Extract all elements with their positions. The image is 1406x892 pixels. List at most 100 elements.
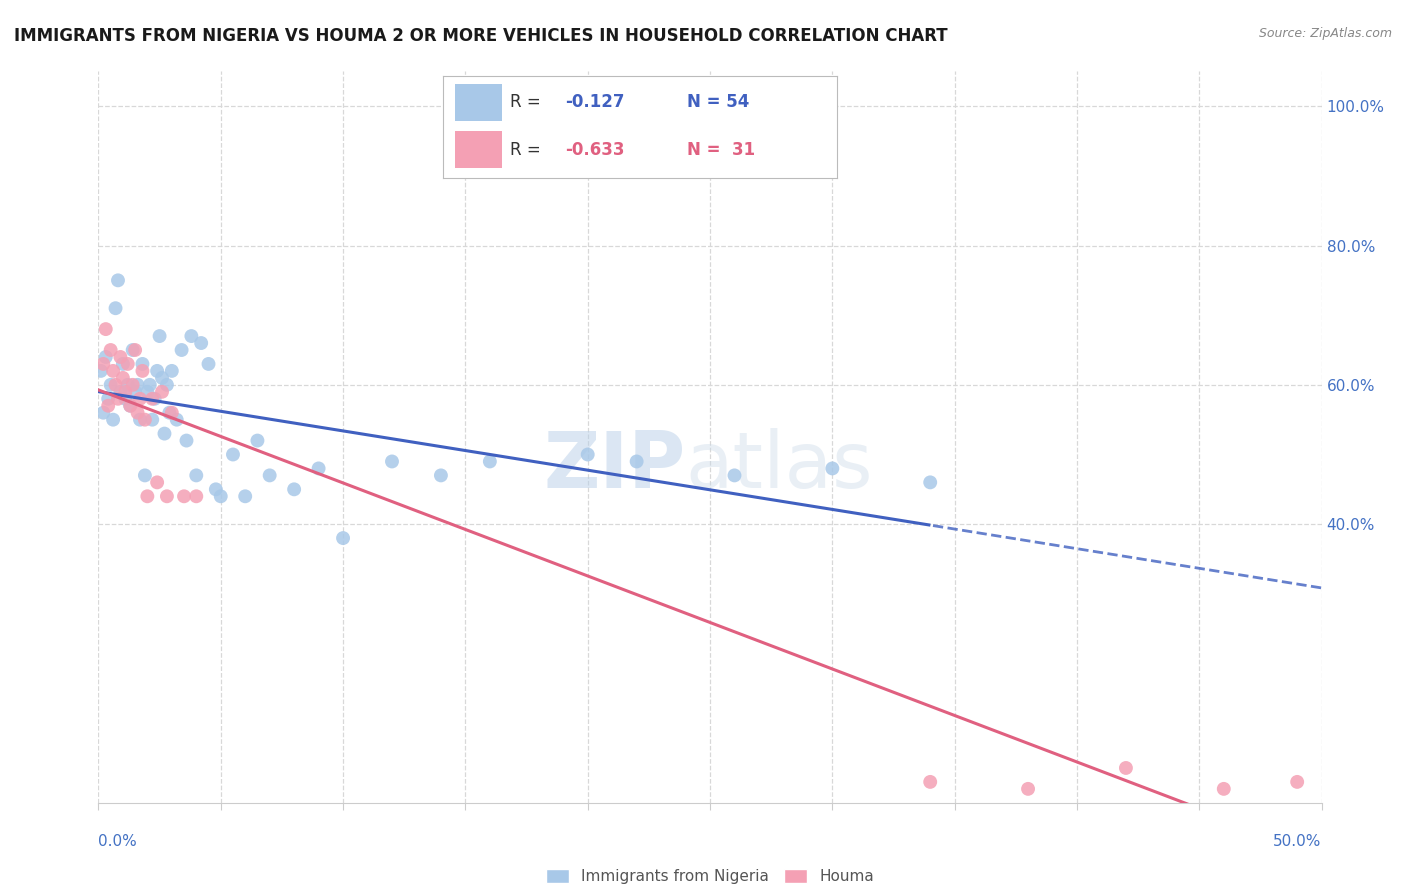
Point [101, 364, 124, 378]
Point [1017, 781, 1039, 796]
Point [101, 412, 124, 426]
Point [920, 775, 942, 789]
Point [157, 406, 180, 420]
Point [153, 426, 176, 441]
Point [104, 377, 127, 392]
Point [186, 489, 208, 503]
Point [576, 448, 599, 462]
Text: -0.633: -0.633 [565, 141, 624, 159]
Point [121, 377, 143, 392]
Point [107, 273, 129, 287]
Point [100, 343, 122, 357]
Point [173, 489, 195, 503]
Point [124, 343, 146, 357]
Point [149, 329, 172, 343]
Point [110, 350, 132, 364]
Point [120, 399, 142, 413]
Point [186, 468, 208, 483]
Point [1115, 761, 1137, 775]
Text: ZIP: ZIP [543, 428, 686, 504]
Text: Source: ZipAtlas.com: Source: ZipAtlas.com [1258, 27, 1392, 40]
Text: 50.0%: 50.0% [1274, 834, 1322, 849]
Point [146, 475, 169, 490]
Point [104, 301, 127, 316]
Point [94, 350, 117, 364]
Point [97, 392, 120, 406]
Point [332, 531, 354, 545]
Point [117, 357, 139, 371]
Point [259, 468, 281, 483]
Point [205, 483, 228, 497]
FancyBboxPatch shape [454, 131, 502, 168]
Point [97, 399, 120, 413]
Point [90, 364, 112, 378]
Text: atlas: atlas [686, 428, 873, 504]
FancyBboxPatch shape [454, 84, 502, 121]
Point [156, 489, 179, 503]
Point [209, 489, 232, 503]
Point [114, 384, 136, 399]
Point [107, 392, 129, 406]
Point [134, 412, 156, 426]
Point [190, 336, 212, 351]
Point [143, 392, 166, 406]
Point [110, 384, 132, 399]
Text: R =: R = [510, 94, 546, 112]
Point [139, 377, 162, 392]
Point [129, 392, 152, 406]
Point [91, 357, 114, 371]
Point [129, 412, 152, 426]
Point [821, 461, 844, 475]
Point [141, 392, 163, 406]
Point [117, 377, 139, 392]
Text: R =: R = [510, 141, 546, 159]
Point [170, 343, 193, 357]
Point [430, 468, 453, 483]
Point [381, 454, 404, 468]
Point [141, 412, 163, 426]
Point [197, 357, 219, 371]
Text: N = 54: N = 54 [688, 94, 749, 112]
Point [100, 377, 122, 392]
Point [222, 448, 245, 462]
Point [176, 434, 198, 448]
Point [1286, 775, 1309, 789]
Point [131, 364, 153, 378]
Point [131, 357, 153, 371]
Point [111, 371, 134, 385]
Point [120, 399, 142, 413]
Point [146, 364, 169, 378]
Point [134, 468, 156, 483]
Point [233, 489, 256, 503]
Point [920, 475, 942, 490]
Point [124, 384, 146, 399]
Point [136, 489, 159, 503]
Point [156, 377, 179, 392]
Point [127, 406, 149, 420]
Text: N =  31: N = 31 [688, 141, 755, 159]
Point [180, 329, 202, 343]
Point [111, 357, 134, 371]
Point [626, 454, 648, 468]
Point [160, 364, 183, 378]
Point [1212, 781, 1234, 796]
Point [150, 384, 173, 399]
Text: -0.127: -0.127 [565, 94, 624, 112]
Point [114, 392, 136, 406]
Point [94, 322, 117, 336]
Text: 0.0%: 0.0% [98, 834, 138, 849]
Point [246, 434, 269, 448]
Point [121, 343, 143, 357]
Point [136, 384, 159, 399]
Point [166, 412, 188, 426]
Point [91, 406, 114, 420]
Legend: Immigrants from Nigeria, Houma: Immigrants from Nigeria, Houma [540, 863, 880, 890]
Point [723, 468, 745, 483]
Point [308, 461, 330, 475]
Point [127, 377, 149, 392]
Point [478, 454, 501, 468]
Point [160, 406, 183, 420]
Point [283, 483, 305, 497]
Point [150, 371, 173, 385]
Text: IMMIGRANTS FROM NIGERIA VS HOUMA 2 OR MORE VEHICLES IN HOUSEHOLD CORRELATION CHA: IMMIGRANTS FROM NIGERIA VS HOUMA 2 OR MO… [14, 27, 948, 45]
